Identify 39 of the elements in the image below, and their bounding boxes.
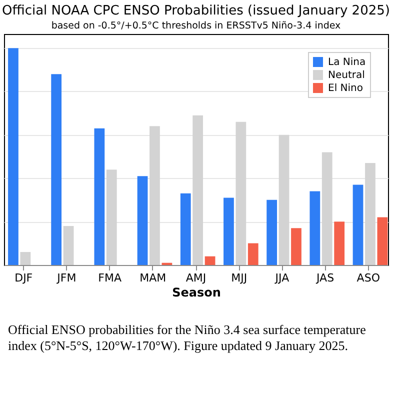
x-tick-label: FMA (98, 272, 122, 284)
x-tick-label: MAM (140, 272, 166, 284)
bar (236, 122, 246, 265)
x-tick-label: JJA (274, 272, 290, 284)
legend-label: El Nino (328, 83, 363, 94)
bar (137, 176, 148, 265)
bar (377, 217, 388, 265)
x-tick-label: MJJ (231, 272, 248, 284)
x-tick-label: JAS (316, 272, 334, 284)
x-tick-label: AMJ (186, 272, 206, 284)
bar (51, 74, 62, 265)
bar (63, 226, 74, 265)
x-axis-title: Season (172, 286, 221, 300)
bar (352, 184, 364, 265)
bar (322, 152, 332, 265)
x-tick-label: DJF (14, 272, 33, 284)
bar (150, 126, 160, 265)
legend-label: La Nina (328, 57, 366, 68)
bar (106, 170, 117, 265)
chart-title: Official NOAA CPC ENSO Probabilities (issued January 2025) (2, 4, 390, 18)
text: Official ENSO probabilities for the Niño 3.4 sea surface temperature index (5°N-5°S, 120°W-170°W). Figure updated 9 January 2025. (8, 322, 367, 354)
bar (248, 243, 258, 265)
chart-subtitle: based on -0.5°/+0.5°C thresholds in ERSSTv5 Niño-3.4 index (51, 20, 342, 32)
bar (180, 193, 191, 265)
bar (20, 252, 31, 265)
bar (365, 163, 376, 265)
bar (310, 191, 320, 265)
bar (94, 128, 105, 265)
bar (278, 134, 290, 265)
bar (8, 48, 18, 265)
bar (224, 198, 234, 265)
bar (266, 200, 278, 265)
bar (192, 115, 204, 265)
bar (291, 228, 302, 265)
x-tick-label: JFM (56, 272, 76, 284)
bar (204, 256, 216, 265)
legend-label: Neutral (328, 70, 365, 81)
x-tick-label: ASO (356, 272, 380, 284)
bar (334, 222, 345, 265)
